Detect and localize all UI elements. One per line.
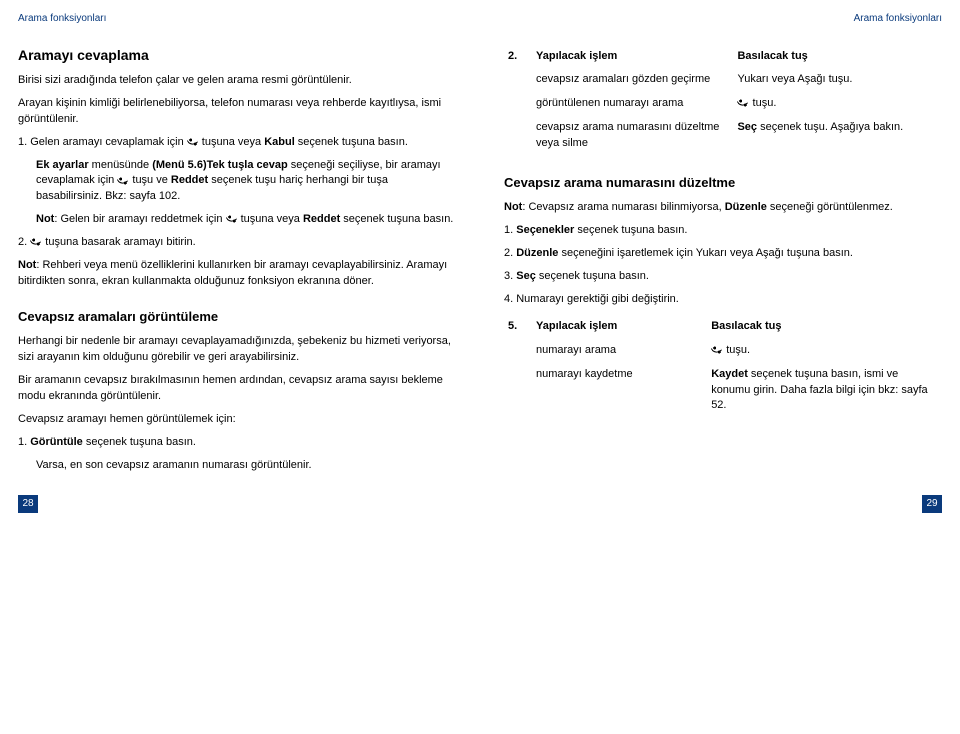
paragraph: Birisi sizi aradığında telefon çalar ve … — [18, 73, 456, 89]
action-table-1: 2. Yapılacak işlem Basılacak tuş cevapsı… — [504, 45, 942, 157]
note: Not: Gelen bir aramayı reddetmek için tu… — [18, 212, 456, 228]
phone-icon — [711, 345, 723, 355]
table-row: 2. Yapılacak işlem Basılacak tuş — [504, 45, 942, 69]
table-row: 5. Yapılacak işlem Basılacak tuş — [504, 315, 942, 339]
table-row: cevapsız aramaları gözden geçirme Yukarı… — [504, 68, 942, 92]
paragraph: Herhangi bir nedenle bir aramayı cevapla… — [18, 334, 456, 366]
left-column: Arama fonksiyonları Aramayı cevaplama Bi… — [18, 12, 480, 481]
phone-icon — [187, 137, 199, 147]
note: Not: Rehberi veya menü özelliklerini kul… — [18, 258, 456, 290]
footer: 28 29 — [0, 495, 960, 524]
page-header: Arama fonksiyonları — [504, 12, 942, 27]
phone-end-icon — [117, 176, 129, 186]
right-column: Arama fonksiyonları 2. Yapılacak işlem B… — [480, 12, 942, 481]
paragraph: Arayan kişinin kimliği belirlenebiliyors… — [18, 96, 456, 128]
heading-missed-calls: Cevapsız aramaları görüntüleme — [18, 308, 456, 327]
header-left: Arama fonksiyonları — [18, 12, 106, 27]
list-item: 3. Seç seçenek tuşuna basın. — [504, 269, 942, 285]
action-table-2: 5. Yapılacak işlem Basılacak tuş numaray… — [504, 315, 942, 419]
paragraph: Ek ayarlar menüsünde (Menü 5.6)Tek tuşla… — [18, 158, 456, 206]
phone-end-icon — [30, 237, 42, 247]
paragraph: Bir aramanın cevapsız bırakılmasının hem… — [18, 373, 456, 405]
note: Not: Cevapsız arama numarası bilinmiyors… — [504, 200, 942, 216]
page-number-left: 28 — [18, 495, 38, 514]
phone-icon — [737, 98, 749, 108]
list-item: 1. Seçenekler seçenek tuşuna basın. — [504, 223, 942, 239]
page-header: Arama fonksiyonları — [18, 12, 456, 27]
table-row: numarayı arama tuşu. — [504, 339, 942, 363]
list-item: 1. Gelen aramayı cevaplamak için tuşuna … — [18, 135, 456, 151]
list-item: 2. Düzenle seçeneğini işaretlemek için Y… — [504, 246, 942, 262]
heading-edit-missed-number: Cevapsız arama numarasını düzeltme — [504, 174, 942, 193]
list-item: 2. tuşuna basarak aramayı bitirin. — [18, 235, 456, 251]
paragraph: Varsa, en son cevapsız aramanın numarası… — [18, 458, 456, 474]
table-row: cevapsız arama numarasını düzeltme veya … — [504, 116, 942, 156]
heading-answer-call: Aramayı cevaplama — [18, 45, 456, 65]
list-item: 1. Görüntüle seçenek tuşuna basın. — [18, 435, 456, 451]
list-item: 4. Numarayı gerektiği gibi değiştirin. — [504, 292, 942, 308]
paragraph: Cevapsız aramayı hemen görüntülemek için… — [18, 412, 456, 428]
header-right: Arama fonksiyonları — [854, 12, 942, 27]
page-number-right: 29 — [922, 495, 942, 514]
phone-end-icon — [226, 214, 238, 224]
table-row: görüntülenen numarayı arama tuşu. — [504, 92, 942, 116]
table-row: numarayı kaydetme Kaydet seçenek tuşuna … — [504, 363, 942, 419]
